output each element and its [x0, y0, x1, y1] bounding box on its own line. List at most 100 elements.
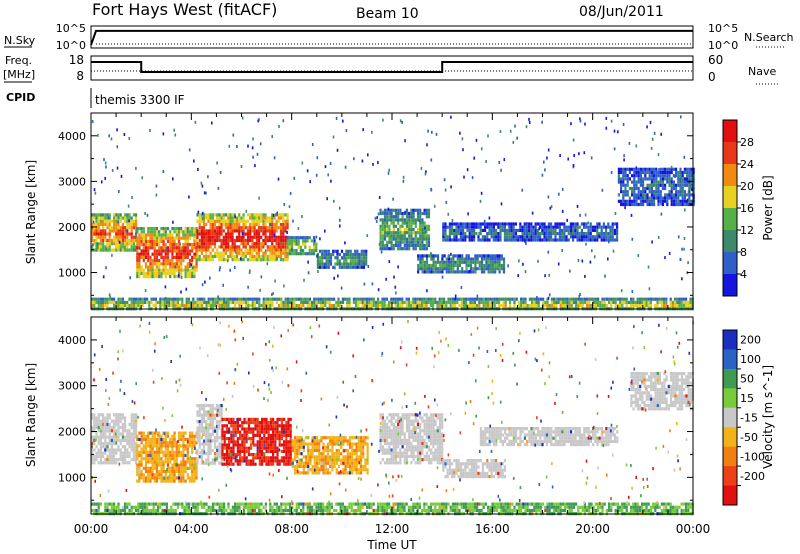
data-cell: [652, 297, 655, 301]
data-cell: [520, 297, 523, 301]
data-cell: [232, 449, 235, 453]
data-cell: [484, 222, 487, 226]
scatter-cell: [653, 131, 656, 135]
data-cell: [489, 263, 492, 268]
data-cell: [271, 300, 274, 304]
data-cell: [186, 268, 189, 272]
data-cell: [262, 304, 265, 308]
data-cell: [362, 265, 366, 269]
data-cell: [388, 215, 391, 219]
data-cell: [115, 300, 118, 304]
scatter-cell: [329, 162, 332, 165]
data-cell: [218, 297, 221, 301]
data-cell: [124, 245, 127, 249]
data-cell: [147, 246, 150, 250]
data-cell: [180, 246, 183, 250]
data-cell: [401, 224, 404, 228]
data-cell: [596, 235, 599, 239]
data-cell: [372, 297, 375, 301]
data-cell: [182, 469, 185, 474]
data-cell: [688, 202, 691, 207]
data-cell: [151, 466, 154, 470]
data-cell: [202, 413, 206, 417]
data-cell: [153, 243, 156, 247]
scatter-cell: [466, 168, 469, 172]
data-cell: [243, 433, 246, 437]
data-cell: [164, 447, 167, 451]
data-cell: [264, 238, 267, 243]
data-cell: [229, 238, 232, 243]
data-cell: [257, 258, 261, 262]
data-cell: [300, 304, 303, 308]
scatter-cell: [445, 200, 448, 204]
data-cell: [512, 228, 515, 232]
data-cell: [186, 227, 189, 231]
data-cell: [154, 300, 157, 304]
data-cell: [614, 304, 617, 308]
data-cell: [277, 251, 280, 255]
data-cell: [126, 238, 129, 243]
data-cell: [188, 457, 192, 461]
data-cell: [410, 231, 413, 235]
data-cell: [240, 300, 243, 304]
data-cell: [155, 476, 159, 480]
data-cell: [576, 225, 579, 229]
data-cell: [512, 222, 515, 226]
data-cell: [654, 297, 657, 301]
data-cell: [209, 416, 212, 420]
data-cell: [427, 215, 431, 219]
scatter-cell: [392, 197, 394, 201]
data-cell: [262, 226, 265, 230]
data-cell: [247, 297, 250, 301]
data-cell: [635, 196, 638, 200]
data-cell: [313, 297, 316, 301]
data-cell: [330, 304, 333, 308]
scatter-cell: [635, 144, 638, 148]
data-cell: [692, 190, 695, 194]
data-cell: [151, 246, 154, 250]
data-cell: [175, 457, 178, 461]
scatter-cell: [490, 256, 493, 260]
data-cell: [151, 469, 154, 474]
data-cell: [238, 216, 241, 220]
data-cell: [140, 476, 143, 480]
data-cell: [456, 254, 459, 258]
data-cell: [113, 458, 116, 462]
data-cell: [130, 232, 133, 236]
data-cell: [121, 458, 124, 462]
data-cell: [427, 208, 431, 212]
data-cell: [196, 251, 199, 255]
data-cell: [93, 448, 96, 452]
data-cell: [216, 404, 219, 408]
nave-label: Nave: [748, 65, 776, 78]
data-cell: [211, 426, 214, 430]
data-cell: [545, 235, 548, 239]
data-cell: [495, 228, 498, 232]
data-cell: [561, 228, 564, 232]
data-cell: [470, 238, 473, 242]
data-cell: [155, 437, 159, 442]
data-cell: [279, 226, 283, 230]
data-cell: [683, 170, 686, 175]
data-cell: [196, 213, 199, 217]
data-cell: [572, 232, 575, 236]
data-cell: [223, 462, 226, 466]
data-cell: [279, 258, 283, 262]
data-cell: [218, 410, 221, 414]
data-cell: [173, 227, 176, 231]
data-cell: [149, 246, 152, 250]
data-cell: [224, 213, 228, 217]
data-cell: [180, 437, 183, 442]
data-cell: [668, 174, 671, 178]
data-cell: [523, 232, 526, 236]
data-cell: [519, 238, 522, 242]
data-cell: [419, 218, 422, 222]
scatter-cell: [378, 242, 381, 246]
data-cell: [347, 262, 350, 266]
data-cell: [264, 251, 267, 255]
data-cell: [504, 304, 507, 308]
data-cell: [165, 300, 168, 304]
scatter-cell: [531, 211, 534, 215]
data-cell: [366, 300, 369, 304]
data-cell: [416, 237, 420, 241]
